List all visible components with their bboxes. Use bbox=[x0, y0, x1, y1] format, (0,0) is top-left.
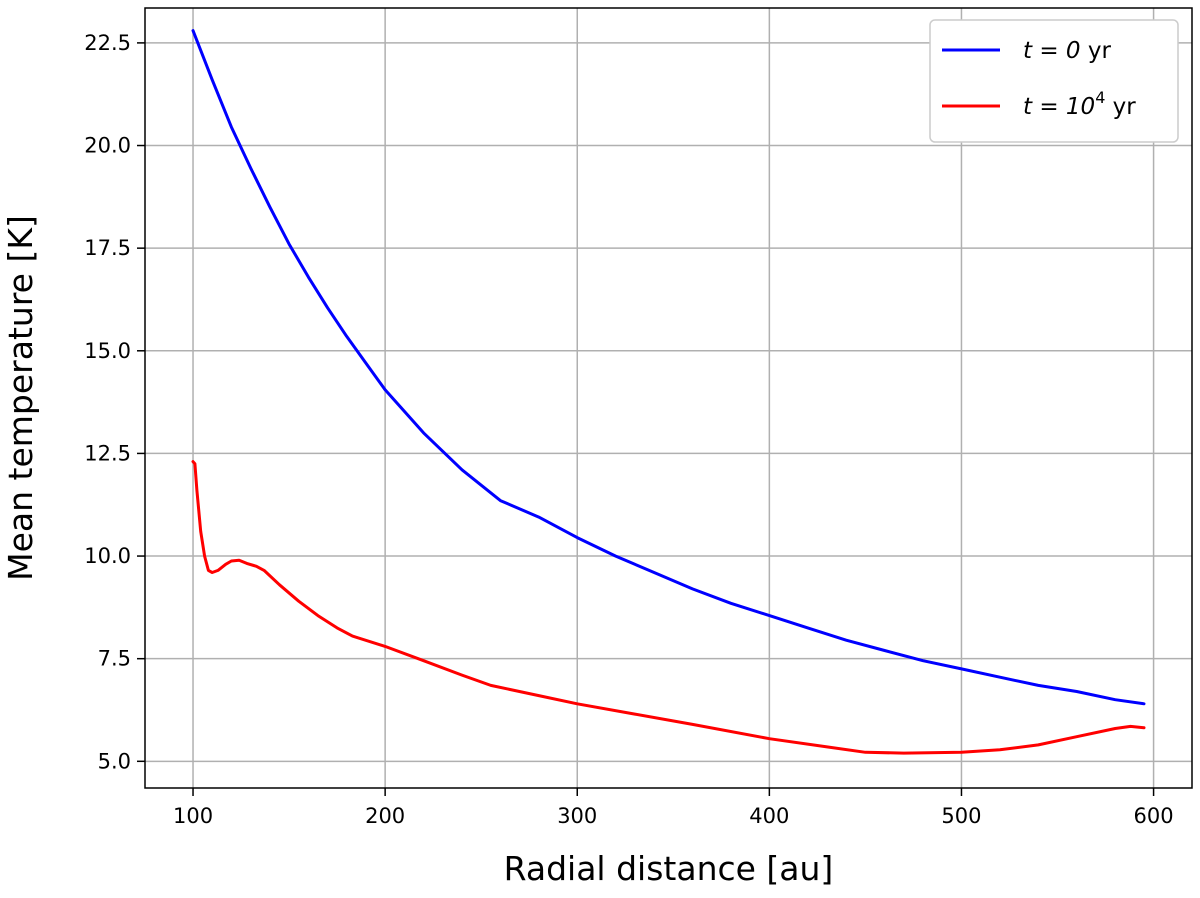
x-tick-label: 500 bbox=[941, 804, 981, 828]
legend-label-0: t = 0 yr bbox=[1023, 38, 1111, 64]
y-axis-ticks: 5.0 7.5 10.0 12.5 15.0 17.5 20.0 22.5 bbox=[84, 31, 145, 773]
y-tick-label: 12.5 bbox=[84, 441, 131, 465]
legend-label-main: t = 0 bbox=[1023, 38, 1081, 64]
x-tick-label: 600 bbox=[1134, 804, 1174, 828]
series-line-0 bbox=[191, 29, 1146, 706]
y-tick-label: 20.0 bbox=[84, 134, 131, 158]
plot-frame bbox=[144, 7, 1193, 789]
legend-label-main: t = 10 bbox=[1023, 94, 1095, 120]
y-tick-label: 15.0 bbox=[84, 339, 131, 363]
x-tick-label: 200 bbox=[365, 804, 405, 828]
legend-label-unit: yr bbox=[1081, 38, 1112, 64]
y-tick-label: 5.0 bbox=[98, 749, 131, 773]
x-tick-label: 100 bbox=[173, 804, 213, 828]
legend-label-unit: yr bbox=[1105, 94, 1136, 120]
y-tick-label: 7.5 bbox=[98, 647, 131, 671]
legend-label-1: t = 104 yr bbox=[1023, 88, 1136, 120]
x-tick-label: 400 bbox=[749, 804, 789, 828]
y-tick-label: 22.5 bbox=[84, 31, 131, 55]
y-tick-label: 10.0 bbox=[84, 544, 131, 568]
series-layer bbox=[191, 29, 1146, 755]
legend: t = 0 yrt = 104 yr bbox=[929, 19, 1179, 143]
y-tick-label: 17.5 bbox=[84, 236, 131, 260]
legend-label-superscript: 4 bbox=[1095, 88, 1105, 107]
y-axis-title: Mean temperature [K] bbox=[1, 215, 40, 581]
x-tick-label: 300 bbox=[557, 804, 597, 828]
series-line-1 bbox=[191, 460, 1146, 755]
x-axis-ticks: 100 200 300 400 500 600 bbox=[173, 788, 1174, 828]
x-axis-title: Radial distance [au] bbox=[504, 849, 834, 888]
legend-entries: t = 0 yrt = 104 yr bbox=[942, 38, 1136, 120]
